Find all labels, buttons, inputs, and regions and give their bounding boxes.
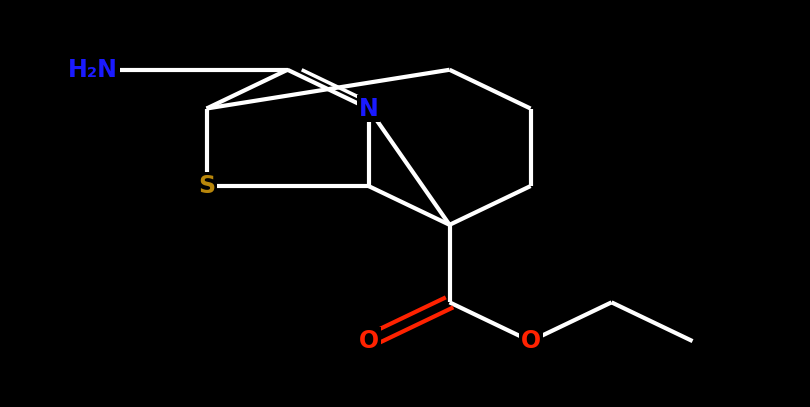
Text: N: N [359,96,378,120]
Text: S: S [198,174,215,198]
Text: H₂N: H₂N [68,58,118,82]
Text: O: O [521,329,540,353]
Text: O: O [359,329,378,353]
